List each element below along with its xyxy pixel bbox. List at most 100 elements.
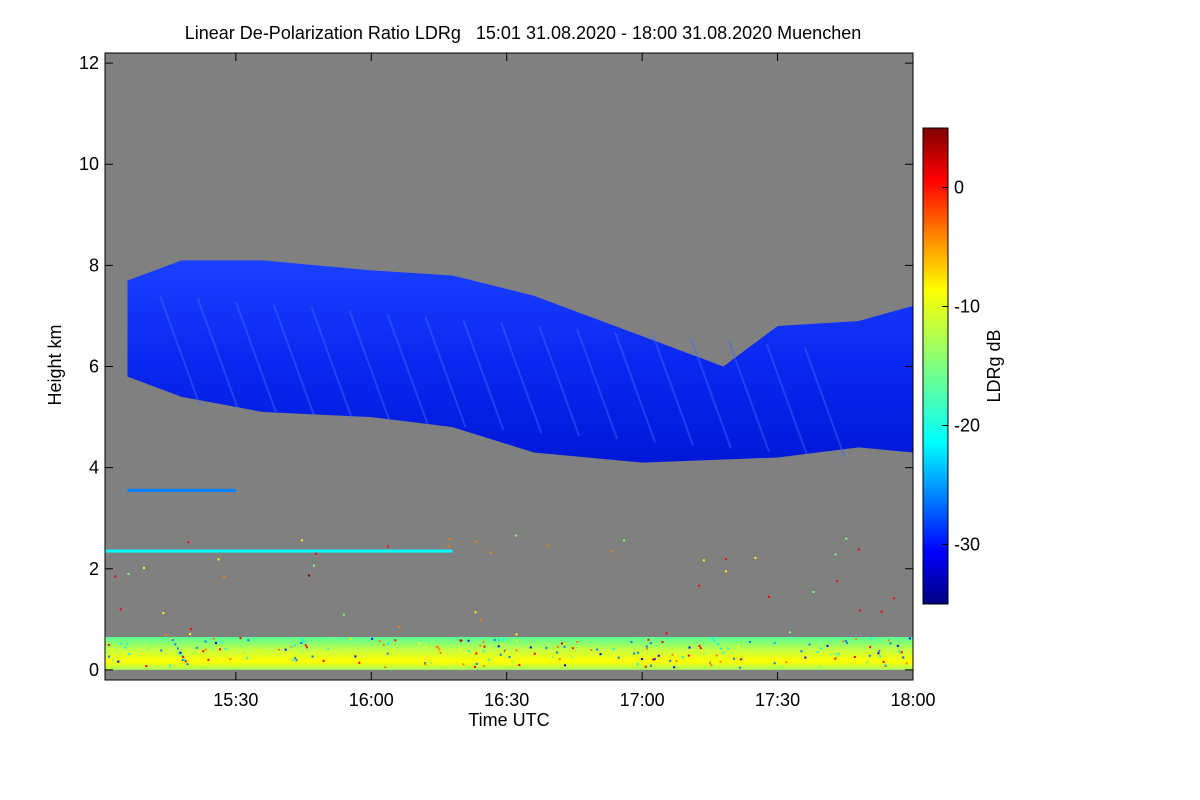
boundary-layer-pixel [561, 642, 564, 645]
boundary-layer-pixel [612, 648, 615, 651]
boundary-layer-pixel [301, 650, 304, 653]
boundary-layer-pixel [515, 639, 518, 642]
boundary-layer-pixel [241, 660, 244, 663]
boundary-layer-pixel [483, 665, 486, 668]
scatter-pixel [474, 611, 477, 614]
y-tick-label: 8 [89, 255, 99, 275]
boundary-layer-pixel [563, 645, 566, 648]
boundary-layer-pixel [645, 645, 648, 648]
fall-streak [310, 307, 353, 419]
boundary-layer-pixel [437, 646, 440, 649]
boundary-layer-pixel [207, 658, 210, 661]
boundary-layer-pixel [905, 662, 908, 665]
boundary-layer-pixel [844, 639, 847, 642]
fall-streak [234, 301, 277, 413]
scatter-pixel [342, 613, 345, 616]
y-tick-label: 12 [79, 53, 99, 73]
scatter-pixel [788, 631, 791, 634]
boundary-layer-pixel [212, 661, 215, 664]
boundary-layer-pixel [596, 648, 599, 651]
boundary-layer-pixel [304, 644, 307, 647]
boundary-layer-pixel [145, 665, 148, 668]
boundary-layer-pixel [879, 655, 882, 658]
boundary-layer-pixel [508, 655, 511, 658]
boundary-layer-pixel [292, 659, 295, 662]
boundary-layer-pixel [128, 653, 131, 656]
boundary-layer-pixel [636, 662, 639, 665]
boundary-layer-pixel [287, 653, 290, 656]
boundary-layer-pixel [634, 639, 637, 642]
fall-streak [348, 310, 391, 422]
y-tick-label: 0 [89, 660, 99, 680]
boundary-layer-pixel [671, 653, 674, 656]
boundary-layer-pixel [511, 660, 514, 663]
boundary-layer-pixel [551, 656, 554, 659]
boundary-layer-pixel [182, 656, 185, 659]
boundary-layer-pixel [484, 653, 487, 656]
boundary-layer-pixel [439, 651, 442, 654]
boundary-layer-pixel [306, 649, 309, 652]
boundary-layer-pixel [738, 664, 741, 667]
fall-streak [727, 340, 770, 452]
boundary-layer-pixel [673, 666, 676, 669]
colorbar-tick-label: -30 [954, 535, 980, 555]
boundary-layer-pixel [202, 650, 205, 653]
x-tick-label: 15:30 [213, 690, 258, 710]
boundary-layer-pixel [571, 656, 574, 659]
boundary-layer-pixel [171, 639, 174, 642]
scatter-pixel [546, 544, 549, 547]
chart-title: Linear De-Polarization Ratio LDRg 15:01 … [185, 23, 861, 43]
boundary-layer-pixel [186, 663, 189, 666]
scatter-pixel [398, 625, 401, 628]
boundary-layer-pixel [108, 666, 111, 669]
colorbar-tick-label: -10 [954, 297, 980, 317]
boundary-layer-pixel [390, 656, 393, 659]
boundary-layer-pixel [177, 652, 180, 655]
boundary-layer-pixel [719, 647, 722, 650]
boundary-layer-pixel [176, 646, 179, 649]
boundary-layer-pixel [545, 646, 548, 649]
boundary-layer-pixel [675, 660, 678, 663]
boundary-layer-pixel [649, 664, 652, 667]
colorbar-tick-label: -20 [954, 416, 980, 436]
fall-streak [614, 331, 656, 443]
boundary-layer-pixel [117, 660, 120, 663]
boundary-layer-pixel [483, 645, 486, 648]
boundary-layer-pixel [354, 655, 357, 658]
scatter-pixel [448, 538, 451, 541]
boundary-layer-pixel [617, 656, 620, 659]
boundary-layer-pixel [482, 650, 485, 653]
boundary-layer-pixel [647, 638, 650, 641]
aerosol-layer [105, 549, 453, 553]
boundary-layer-pixel [462, 663, 465, 666]
scatter-pixel [702, 559, 705, 562]
boundary-layer-pixel [220, 641, 223, 644]
fall-streak [272, 304, 315, 416]
boundary-layer-pixel [201, 663, 204, 666]
boundary-layer-pixel [170, 637, 173, 640]
x-tick-label: 17:30 [755, 690, 800, 710]
boundary-layer-pixel [706, 656, 709, 659]
boundary-layer-pixel [429, 661, 432, 664]
boundary-layer-pixel [168, 663, 171, 666]
boundary-layer-pixel [746, 647, 749, 650]
boundary-layer-pixel [884, 663, 887, 666]
scatter-pixel [812, 591, 815, 594]
boundary-layer-pixel [563, 643, 566, 646]
scatter-pixel [308, 574, 311, 577]
boundary-layer-pixel [515, 649, 518, 652]
x-axis: 15:30 16:00 16:30 17:00 17:30 18:00 [213, 53, 936, 710]
boundary-layer-pixel [289, 646, 292, 649]
boundary-layer-pixel [711, 664, 714, 667]
boundary-layer-pixel [176, 647, 179, 650]
boundary-layer-pixel [479, 644, 482, 647]
boundary-layer-pixel [506, 664, 509, 667]
boundary-layer-pixel [305, 646, 308, 649]
boundary-layer-pixel [630, 641, 633, 644]
boundary-layer-pixel [739, 658, 742, 661]
scatter-pixel [610, 550, 613, 553]
boundary-layer-pixel [505, 650, 508, 653]
boundary-layer-pixel [571, 647, 574, 650]
boundary-layer-pixel [181, 654, 184, 657]
